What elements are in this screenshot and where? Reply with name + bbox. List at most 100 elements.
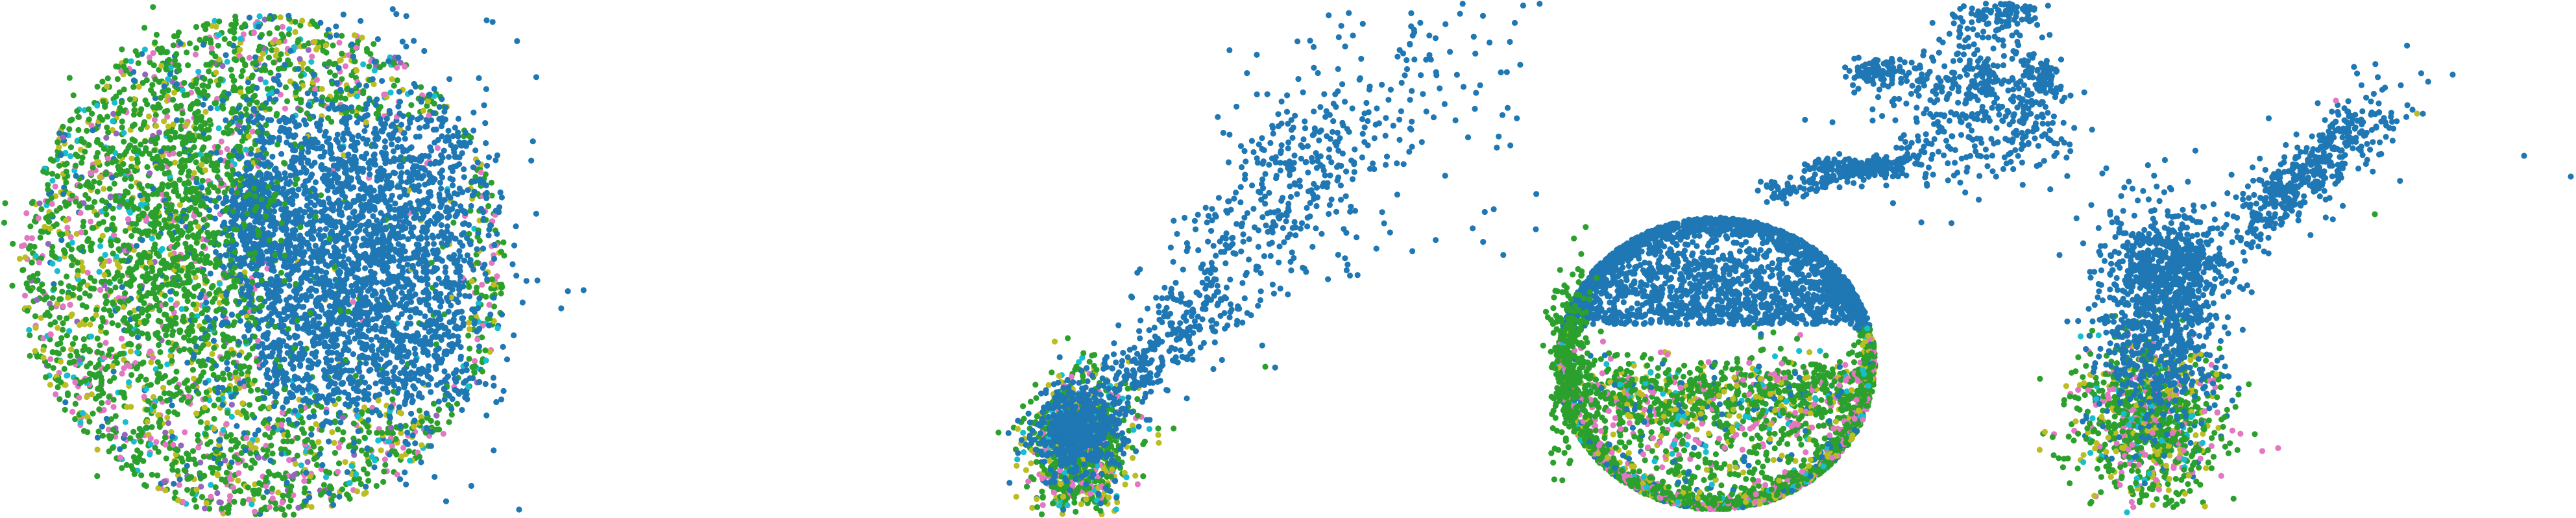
point-green: [115, 164, 121, 170]
point-blue: [301, 117, 308, 123]
point-blue: [482, 271, 489, 277]
point-blue: [294, 333, 300, 340]
point-blue: [335, 326, 341, 332]
point-blue: [371, 141, 378, 148]
point-cyan: [112, 99, 118, 106]
point-pink: [218, 138, 225, 145]
point-olive: [398, 453, 405, 460]
point-blue: [295, 186, 302, 193]
point-green: [366, 63, 372, 69]
point-cyan: [371, 68, 378, 74]
point-cyan: [26, 327, 32, 333]
point-blue: [425, 222, 431, 228]
point-blue: [474, 159, 481, 166]
point-pink: [335, 469, 341, 475]
point-blue: [339, 361, 346, 367]
point-green: [321, 488, 327, 495]
point-cyan: [348, 462, 355, 469]
point-cyan: [143, 386, 149, 393]
point-pink: [282, 105, 288, 112]
point-green: [36, 286, 43, 293]
point-green: [115, 246, 122, 253]
point-pink: [479, 282, 485, 288]
point-green: [110, 426, 117, 433]
point-blue: [428, 389, 434, 395]
point-olive: [144, 419, 151, 425]
point-olive: [148, 359, 154, 365]
point-cyan: [138, 201, 144, 208]
point-blue: [406, 350, 412, 357]
point-blue: [487, 311, 494, 318]
point-green: [382, 462, 389, 468]
point-green: [67, 144, 75, 151]
point-blue: [565, 288, 571, 295]
point-blue: [319, 143, 326, 150]
point-green: [109, 320, 115, 327]
point-green: [51, 253, 57, 260]
point-green: [361, 434, 368, 441]
point-green: [418, 84, 424, 90]
point-pink: [208, 45, 215, 51]
point-green: [256, 480, 263, 487]
point-green: [123, 58, 129, 64]
point-blue: [369, 347, 376, 354]
point-green: [226, 464, 233, 471]
point-blue: [267, 95, 273, 102]
point-olive: [42, 223, 48, 230]
point-pink: [53, 391, 59, 398]
point-green: [64, 390, 71, 397]
point-green: [258, 507, 265, 513]
point-green: [288, 483, 295, 489]
point-green: [332, 72, 338, 79]
point-green: [284, 98, 291, 105]
point-cyan: [354, 93, 360, 99]
point-blue: [367, 171, 373, 178]
point-blue: [453, 367, 459, 373]
point-blue: [409, 264, 417, 271]
point-olive: [292, 461, 298, 467]
point-green: [138, 106, 145, 112]
point-blue: [293, 297, 300, 303]
point-blue: [371, 58, 378, 65]
point-green: [264, 447, 271, 454]
point-olive: [38, 315, 44, 321]
point-green: [105, 129, 112, 136]
point-blue: [449, 396, 456, 402]
point-blue: [62, 399, 69, 406]
point-blue: [402, 136, 408, 142]
point-green: [70, 284, 77, 291]
point-green: [56, 396, 63, 402]
point-green: [371, 41, 377, 47]
point-blue: [349, 379, 356, 386]
point-blue: [418, 99, 424, 105]
point-blue: [513, 223, 519, 230]
point-olive: [76, 322, 83, 328]
point-cyan: [77, 419, 84, 426]
point-blue: [377, 116, 383, 123]
point-pink: [246, 497, 252, 503]
point-green: [298, 97, 304, 103]
point-green: [482, 347, 489, 354]
point-green: [204, 441, 211, 447]
point-blue: [294, 421, 300, 427]
point-green: [230, 29, 237, 36]
point-cyan: [97, 243, 104, 249]
point-green: [365, 478, 372, 484]
point-blue: [271, 403, 278, 410]
point-cyan: [220, 426, 226, 434]
point-blue: [313, 349, 319, 356]
point-cyan: [243, 146, 249, 153]
point-blue: [439, 240, 445, 247]
point-blue: [474, 305, 481, 312]
point-blue: [344, 183, 350, 190]
point-green: [145, 398, 151, 404]
point-green: [364, 423, 371, 430]
point-green: [163, 455, 169, 462]
point-green: [80, 336, 87, 343]
point-green: [263, 475, 269, 481]
point-pink: [279, 499, 286, 506]
point-green: [466, 356, 472, 362]
point-cyan: [387, 89, 394, 96]
point-blue: [177, 40, 184, 47]
point-blue: [171, 480, 177, 487]
